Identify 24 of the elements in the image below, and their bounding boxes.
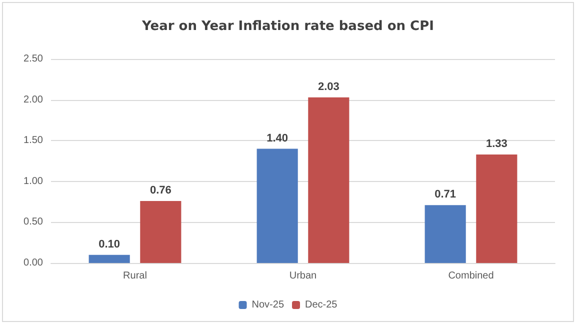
bar xyxy=(424,205,466,263)
data-label: 0.71 xyxy=(434,188,456,201)
y-tick-label: 2.00 xyxy=(24,94,44,106)
data-label: 2.03 xyxy=(318,80,340,93)
legend-label: Nov-25 xyxy=(252,300,284,310)
data-label: 0.10 xyxy=(98,238,120,250)
chart-title: Year on Year Inflation rate based on CPI xyxy=(141,19,434,34)
data-label: 1.33 xyxy=(486,138,508,150)
y-tick-label: 0.00 xyxy=(24,258,44,268)
bar xyxy=(88,254,130,263)
x-tick-label: Rural xyxy=(123,270,147,282)
x-tick-label: Combined xyxy=(448,270,494,282)
x-tick-label: Urban xyxy=(289,270,317,282)
bar xyxy=(256,148,298,263)
bar xyxy=(308,97,350,263)
y-tick-label: 2.50 xyxy=(24,54,44,64)
y-tick-label: 0.50 xyxy=(24,216,44,228)
data-label: 1.40 xyxy=(266,132,288,144)
data-label: 0.76 xyxy=(150,184,172,196)
y-tick-label: 1.50 xyxy=(24,135,44,146)
legend-label: Dec-25 xyxy=(305,300,338,310)
bar xyxy=(476,154,518,263)
bar xyxy=(140,200,182,263)
y-tick-label: 1.00 xyxy=(24,176,44,187)
